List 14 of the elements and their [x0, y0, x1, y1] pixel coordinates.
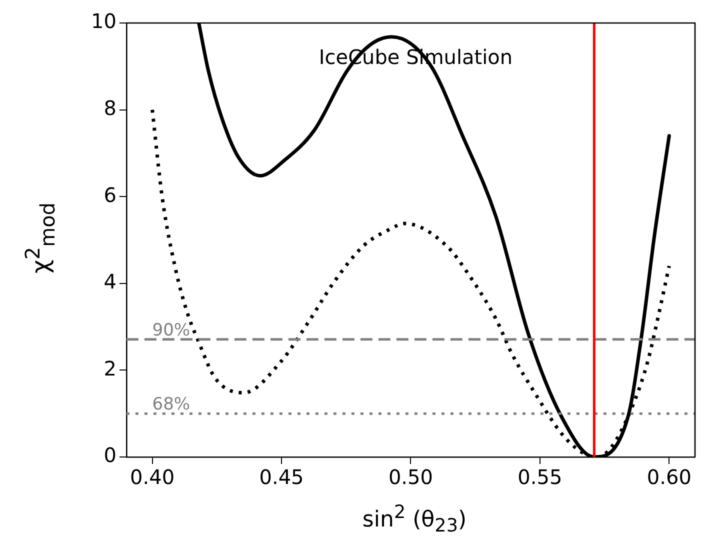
y-tick-label: 6: [104, 182, 116, 207]
annotation: 68%: [152, 394, 190, 415]
x-tick-label: 0.55: [518, 465, 562, 490]
y-tick-label: 0: [104, 443, 116, 468]
y-tick-label: 4: [104, 270, 116, 294]
x-tick-label: 0.60: [646, 465, 692, 490]
x-tick-label: 0.50: [388, 465, 433, 490]
y-tick-label: 8: [104, 96, 116, 120]
annotation: 90%: [152, 320, 190, 340]
x-axis-title: sin$^{2}$ (θ$_{23}$): [361, 501, 468, 539]
y-tick-label: 2: [104, 356, 116, 380]
x-tick-label: 0.45: [259, 465, 304, 490]
y-tick-label: 10: [90, 9, 116, 34]
x-tick-label: 0.40: [130, 465, 175, 490]
